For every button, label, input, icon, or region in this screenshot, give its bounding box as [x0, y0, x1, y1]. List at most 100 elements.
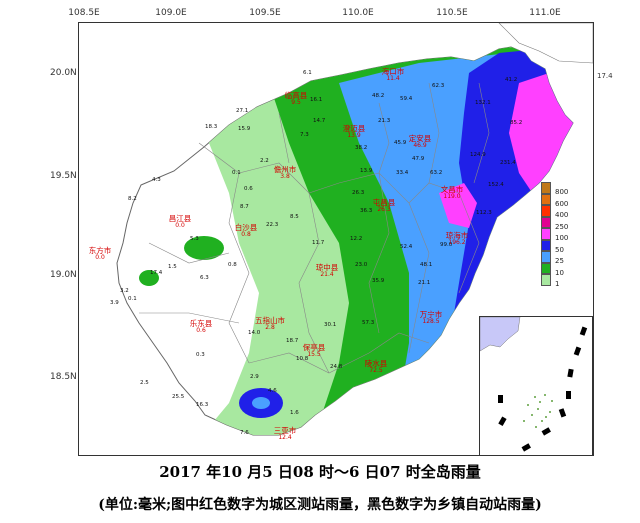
city-name: 琼中县 — [315, 263, 339, 272]
station-value: 33.4 — [396, 170, 409, 176]
legend-swatch — [541, 182, 551, 194]
station-value: 27.1 — [236, 108, 249, 114]
south-sea-inset — [479, 316, 593, 456]
station-value: 152.4 — [488, 182, 504, 188]
city-name: 临高县 — [284, 91, 308, 100]
rain-patch-west — [184, 236, 224, 260]
station-value: 3.2 — [120, 288, 129, 294]
legend-swatch — [541, 262, 551, 274]
station-value: 47.9 — [412, 156, 425, 162]
station-value: 25.5 — [172, 394, 185, 400]
legend-swatch — [541, 205, 551, 217]
station-value: 52.4 — [400, 244, 413, 250]
station-value: 5.3 — [190, 236, 199, 242]
rain-patch-dongfang — [139, 270, 159, 286]
station-value: 18.3 — [205, 124, 218, 130]
city-value: 26.3 — [377, 206, 391, 213]
city-value: 2.8 — [265, 324, 275, 331]
station-value: 24.8 — [330, 364, 343, 370]
city-name: 陵水县 — [364, 359, 388, 368]
station-value: 13.9 — [360, 168, 373, 174]
station-value: 2.5 — [140, 380, 149, 386]
station-value: 132.1 — [475, 100, 491, 106]
city-name: 海口市 — [381, 67, 405, 76]
city-value: 9.5 — [291, 99, 301, 106]
station-value: 0.3 — [196, 352, 205, 358]
station-value: 7.3 — [300, 132, 309, 138]
station-value: 8.5 — [290, 214, 299, 220]
station-value: 0.1 — [128, 296, 137, 302]
city-value: 12.4 — [278, 434, 292, 441]
station-value: 22.3 — [266, 222, 279, 228]
legend-swatch — [541, 274, 551, 286]
city-name: 定安县 — [408, 134, 432, 143]
station-value: 4.3 — [152, 177, 161, 183]
city-name: 保亭县 — [302, 343, 326, 352]
city-value: 15.5 — [307, 351, 321, 358]
station-value: 62.3 — [432, 83, 445, 89]
legend-swatch — [541, 228, 551, 240]
city-value: 46.9 — [413, 142, 427, 149]
station-value: 14.0 — [248, 330, 261, 336]
legend-label: 1 — [555, 280, 560, 288]
city-value: 128.5 — [422, 318, 440, 325]
station-value: 2.9 — [250, 374, 259, 380]
station-value: 21.3 — [378, 118, 391, 124]
lon-tick-3: 109.5E — [249, 8, 281, 18]
station-value: 85.2 — [510, 120, 523, 126]
station-value: 36.3 — [360, 208, 373, 214]
city-name: 澄迈县 — [342, 124, 366, 133]
station-value: 12.2 — [350, 236, 363, 242]
station-value: 8.2 — [128, 196, 137, 202]
lon-tick-4: 110.0E — [342, 8, 374, 18]
city-value: 0.0 — [175, 222, 185, 229]
legend-swatch — [541, 193, 551, 205]
city-name: 万宁市 — [419, 310, 443, 319]
station-value: 2.2 — [260, 158, 269, 164]
lon-tick-1: 108.5E — [68, 8, 100, 18]
inset-mainland — [480, 317, 521, 352]
legend-swatch — [541, 216, 551, 228]
station-value: 21.1 — [418, 280, 431, 286]
station-value: 10.8 — [296, 356, 309, 362]
station-value: 0.6 — [244, 186, 253, 192]
city-name: 五指山市 — [255, 316, 285, 325]
station-value: 124.9 — [470, 152, 486, 158]
station-value: 45.9 — [394, 140, 407, 146]
county-boundaries — [139, 82, 490, 374]
legend-label: 250 — [555, 222, 569, 231]
lon-tick-6: 111.0E — [529, 8, 561, 18]
city-value: 72.5 — [369, 367, 383, 374]
station-value: 11.7 — [312, 240, 325, 246]
legend-label: 50 — [555, 245, 564, 254]
station-value: 99.0 — [440, 242, 453, 248]
city-value: 119.0 — [443, 193, 461, 200]
station-value: 59.4 — [400, 96, 413, 102]
rain-zone-sanya-core — [252, 397, 270, 409]
city-value: 196.2 — [448, 239, 466, 246]
station-value: 1.6 — [290, 410, 299, 416]
city-name: 东方市 — [88, 246, 112, 255]
city-name: 琼海市 — [445, 231, 469, 240]
offmap-value: 17.4 — [597, 72, 613, 80]
city-value: 21.4 — [320, 271, 334, 278]
station-value: 8.7 — [240, 204, 249, 210]
city-value: 0.8 — [241, 231, 251, 238]
city-name: 文昌市 — [440, 185, 464, 194]
lat-tick-2: 19.5N — [50, 171, 77, 181]
station-value: 4.6 — [268, 388, 277, 394]
station-value: 57.3 — [362, 320, 375, 326]
station-value: 16.3 — [196, 402, 209, 408]
station-value: 18.7 — [286, 338, 299, 344]
station-value: 7.6 — [240, 430, 249, 436]
rain-zone-100 — [509, 73, 573, 223]
station-value: 63.2 — [430, 170, 443, 176]
station-value: 41.2 — [505, 77, 518, 83]
station-value: 0.8 — [228, 262, 237, 268]
station-value: 14.7 — [313, 118, 326, 124]
city-name: 昌江县 — [168, 214, 192, 223]
station-value: 38.2 — [355, 145, 368, 151]
station-value: 6.1 — [303, 70, 312, 76]
station-value: 48.2 — [372, 93, 385, 99]
legend-swatch — [541, 239, 551, 251]
